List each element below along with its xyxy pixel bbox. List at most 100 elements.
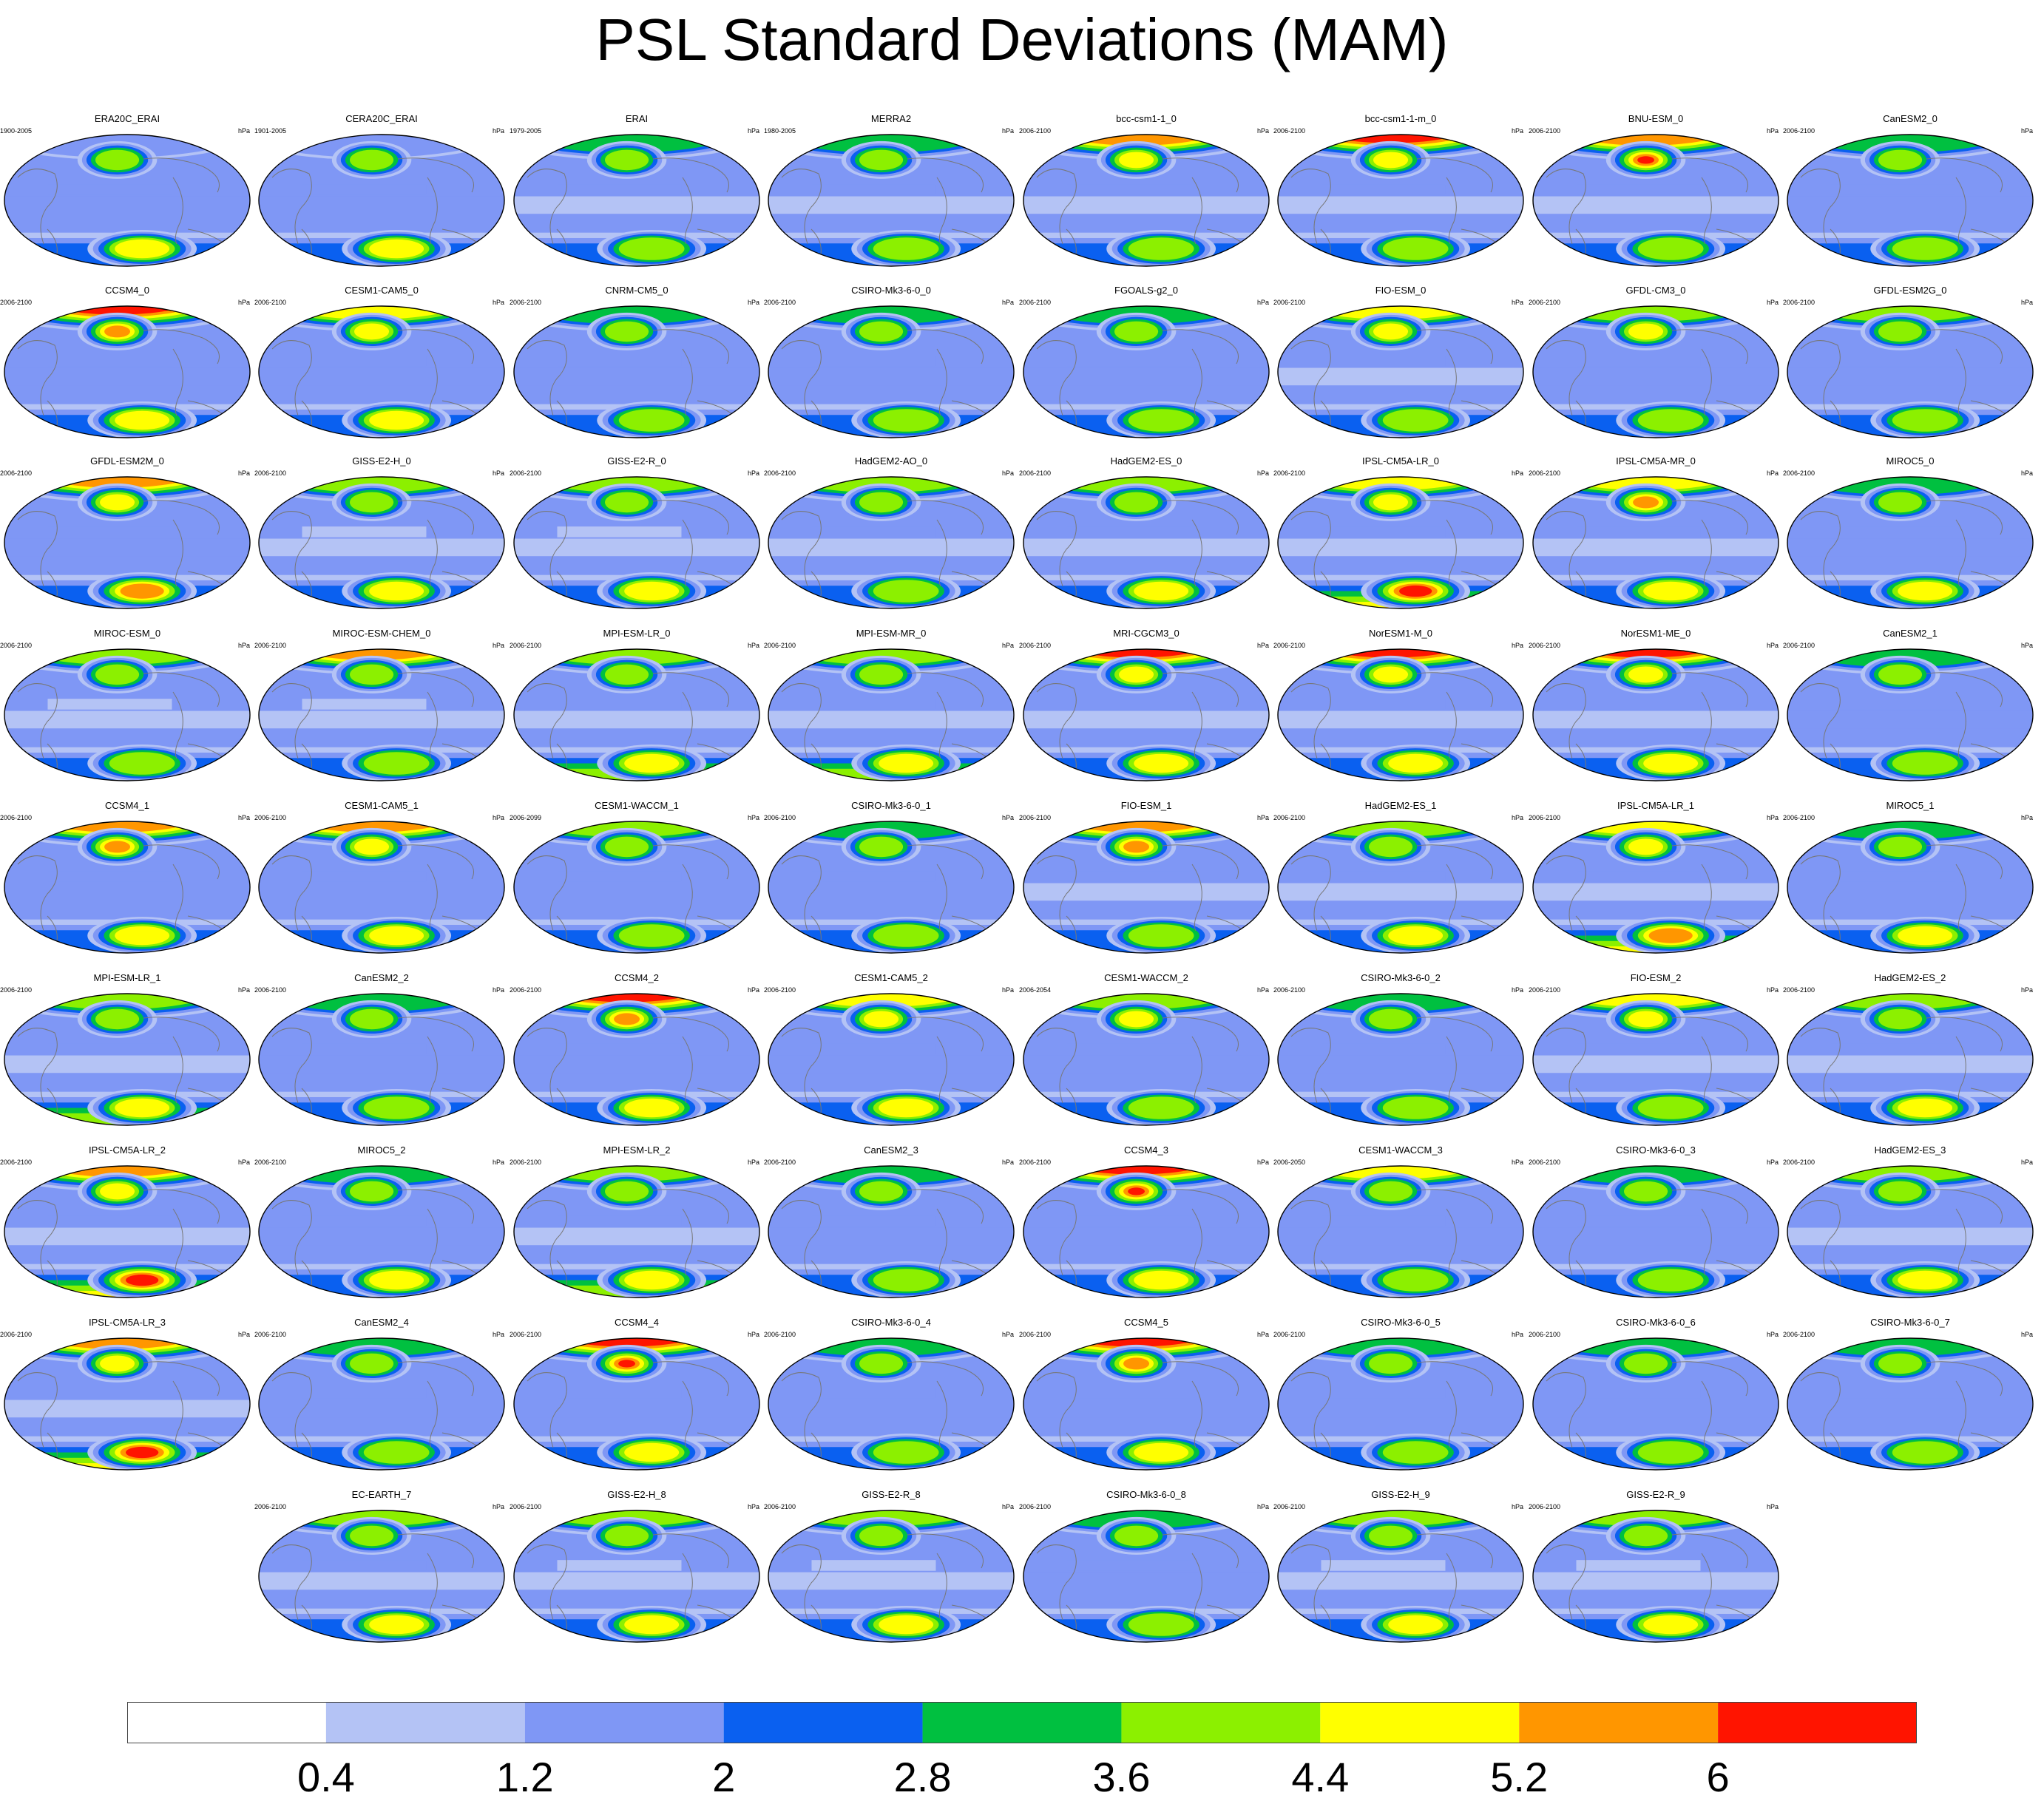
panel-units: hPa (747, 1159, 759, 1166)
map-outline (1532, 305, 1779, 438)
panel-title: IPSL-CM5A-MR_0 (1616, 455, 1696, 467)
panel-units: hPa (492, 1159, 504, 1166)
panel-units: hPa (1511, 299, 1523, 306)
map-field (1277, 305, 1524, 438)
map-field (768, 993, 1015, 1126)
panel-units: hPa (1766, 1503, 1779, 1510)
map-panel: CSIRO-Mk3-6-0_2 2006-2100 hPa (1273, 973, 1528, 1139)
panel-title: BNU-ESM_0 (1628, 113, 1684, 124)
map-panel: CESM1-CAM5_0 2006-2100 hPa (254, 285, 509, 452)
panel-title: MIROC5_0 (1886, 455, 1935, 467)
subtropical-band (557, 1560, 682, 1571)
coastline (936, 177, 947, 245)
coastline (1191, 348, 1202, 416)
panel-title: bcc-csm1-1-m_0 (1364, 113, 1437, 124)
field-contours (259, 477, 504, 608)
field-contours (768, 306, 1014, 438)
coastline (1290, 511, 1331, 587)
map-field (1532, 476, 1779, 609)
map-panel: CSIRO-Mk3-6-0_5 2006-2100 hPa (1273, 1317, 1528, 1484)
map-panel: CESM1-CAM5_2 2006-2100 hPa (764, 973, 1018, 1139)
field-contours (1533, 477, 1779, 608)
field-contours (1787, 1166, 2033, 1298)
panel-period: 2006-2100 (1529, 127, 1561, 135)
panel-period: 2006-2100 (1019, 127, 1052, 135)
subtropical-band (811, 1043, 936, 1054)
subtropical-band (557, 699, 682, 710)
map-panel: GISS-E2-R_0 2006-2100 hPa (510, 456, 764, 623)
panel-title: CESM1-CAM5_1 (345, 800, 419, 811)
map-field (1532, 648, 1779, 781)
map-field (1277, 1510, 1524, 1643)
sh-maximum-contour (120, 583, 164, 599)
nh-maximum-contour (604, 321, 649, 342)
map-outline (1023, 821, 1270, 954)
map-panel: MRI-CGCM3_0 2006-2100 hPa (1019, 628, 1273, 795)
panel-title: MPI-ESM-LR_1 (93, 972, 161, 983)
map-outline (1532, 821, 1779, 954)
colorbar-tick-label: 2.8 (893, 1754, 952, 1800)
coastline (1955, 1380, 1966, 1448)
coastline (1955, 864, 1966, 932)
coastline (652, 1189, 729, 1224)
sh-maximum-contour (879, 1615, 934, 1635)
map-field (513, 305, 760, 438)
map-field (1023, 1510, 1270, 1643)
panel-title: HadGEM2-ES_1 (1364, 800, 1437, 811)
field-contours (1533, 994, 1779, 1125)
sh-maximum-contour (125, 1274, 159, 1286)
sh-maximum-contour (624, 581, 680, 601)
tropical-band (1278, 883, 1523, 901)
tropical-band (1278, 710, 1523, 729)
map-panel: MPI-ESM-LR_0 2006-2100 hPa (510, 628, 764, 795)
sh-maximum-contour (1388, 753, 1444, 773)
colorbar-swatch (1718, 1702, 1917, 1743)
subtropical-band (811, 1388, 936, 1399)
panel-title: CanESM2_2 (354, 972, 409, 983)
map-panel: CanESM2_0 2006-2100 hPa (1783, 114, 2037, 280)
field-contours (1533, 135, 1779, 266)
nh-maximum-contour (1123, 841, 1150, 853)
map-field (513, 821, 760, 954)
map-outline (768, 305, 1015, 438)
panel-units: hPa (1001, 642, 1014, 649)
panel-units: hPa (747, 469, 759, 477)
coastline (936, 1553, 947, 1621)
map-field (768, 1337, 1015, 1471)
coastline (527, 683, 567, 759)
map-field (768, 305, 1015, 438)
map-outline (1532, 134, 1779, 267)
map-panel: MIROC5_1 2006-2100 hPa (1783, 801, 2037, 967)
sh-maximum-contour (1892, 1441, 1958, 1464)
map-panel: CESM1-CAM5_1 2006-2100 hPa (254, 801, 509, 967)
sh-maximum-contour (1382, 1269, 1449, 1292)
coastline (143, 1189, 220, 1224)
coastline (781, 340, 822, 416)
nh-maximum-contour (349, 1008, 394, 1030)
field-contours (259, 994, 504, 1125)
tropical-band (1023, 883, 1269, 901)
panel-units: hPa (1511, 1159, 1523, 1166)
coastline (397, 329, 474, 364)
subtropical-band (557, 526, 682, 537)
panel-units: hPa (1766, 299, 1779, 306)
panel-units: hPa (1511, 986, 1523, 994)
tropical-band (514, 883, 759, 901)
coastline (1036, 1544, 1077, 1621)
coastline (527, 855, 567, 932)
map-field (513, 1510, 760, 1643)
panel-title: MIROC-ESM-CHEM_0 (332, 628, 431, 639)
map-field (258, 305, 505, 438)
panel-units: hPa (747, 814, 759, 821)
coastline (1162, 329, 1239, 364)
subtropical-band (1576, 526, 1701, 537)
map-panel: CCSM4_3 2006-2100 hPa (1019, 1145, 1273, 1312)
map-field (258, 1510, 505, 1643)
coastline (1926, 329, 2003, 364)
tropical-band (514, 367, 759, 386)
panel-units: hPa (492, 814, 504, 821)
map-field (768, 1165, 1015, 1298)
coastline (427, 519, 438, 587)
field-contours (259, 135, 504, 266)
field-contours (768, 1338, 1014, 1470)
